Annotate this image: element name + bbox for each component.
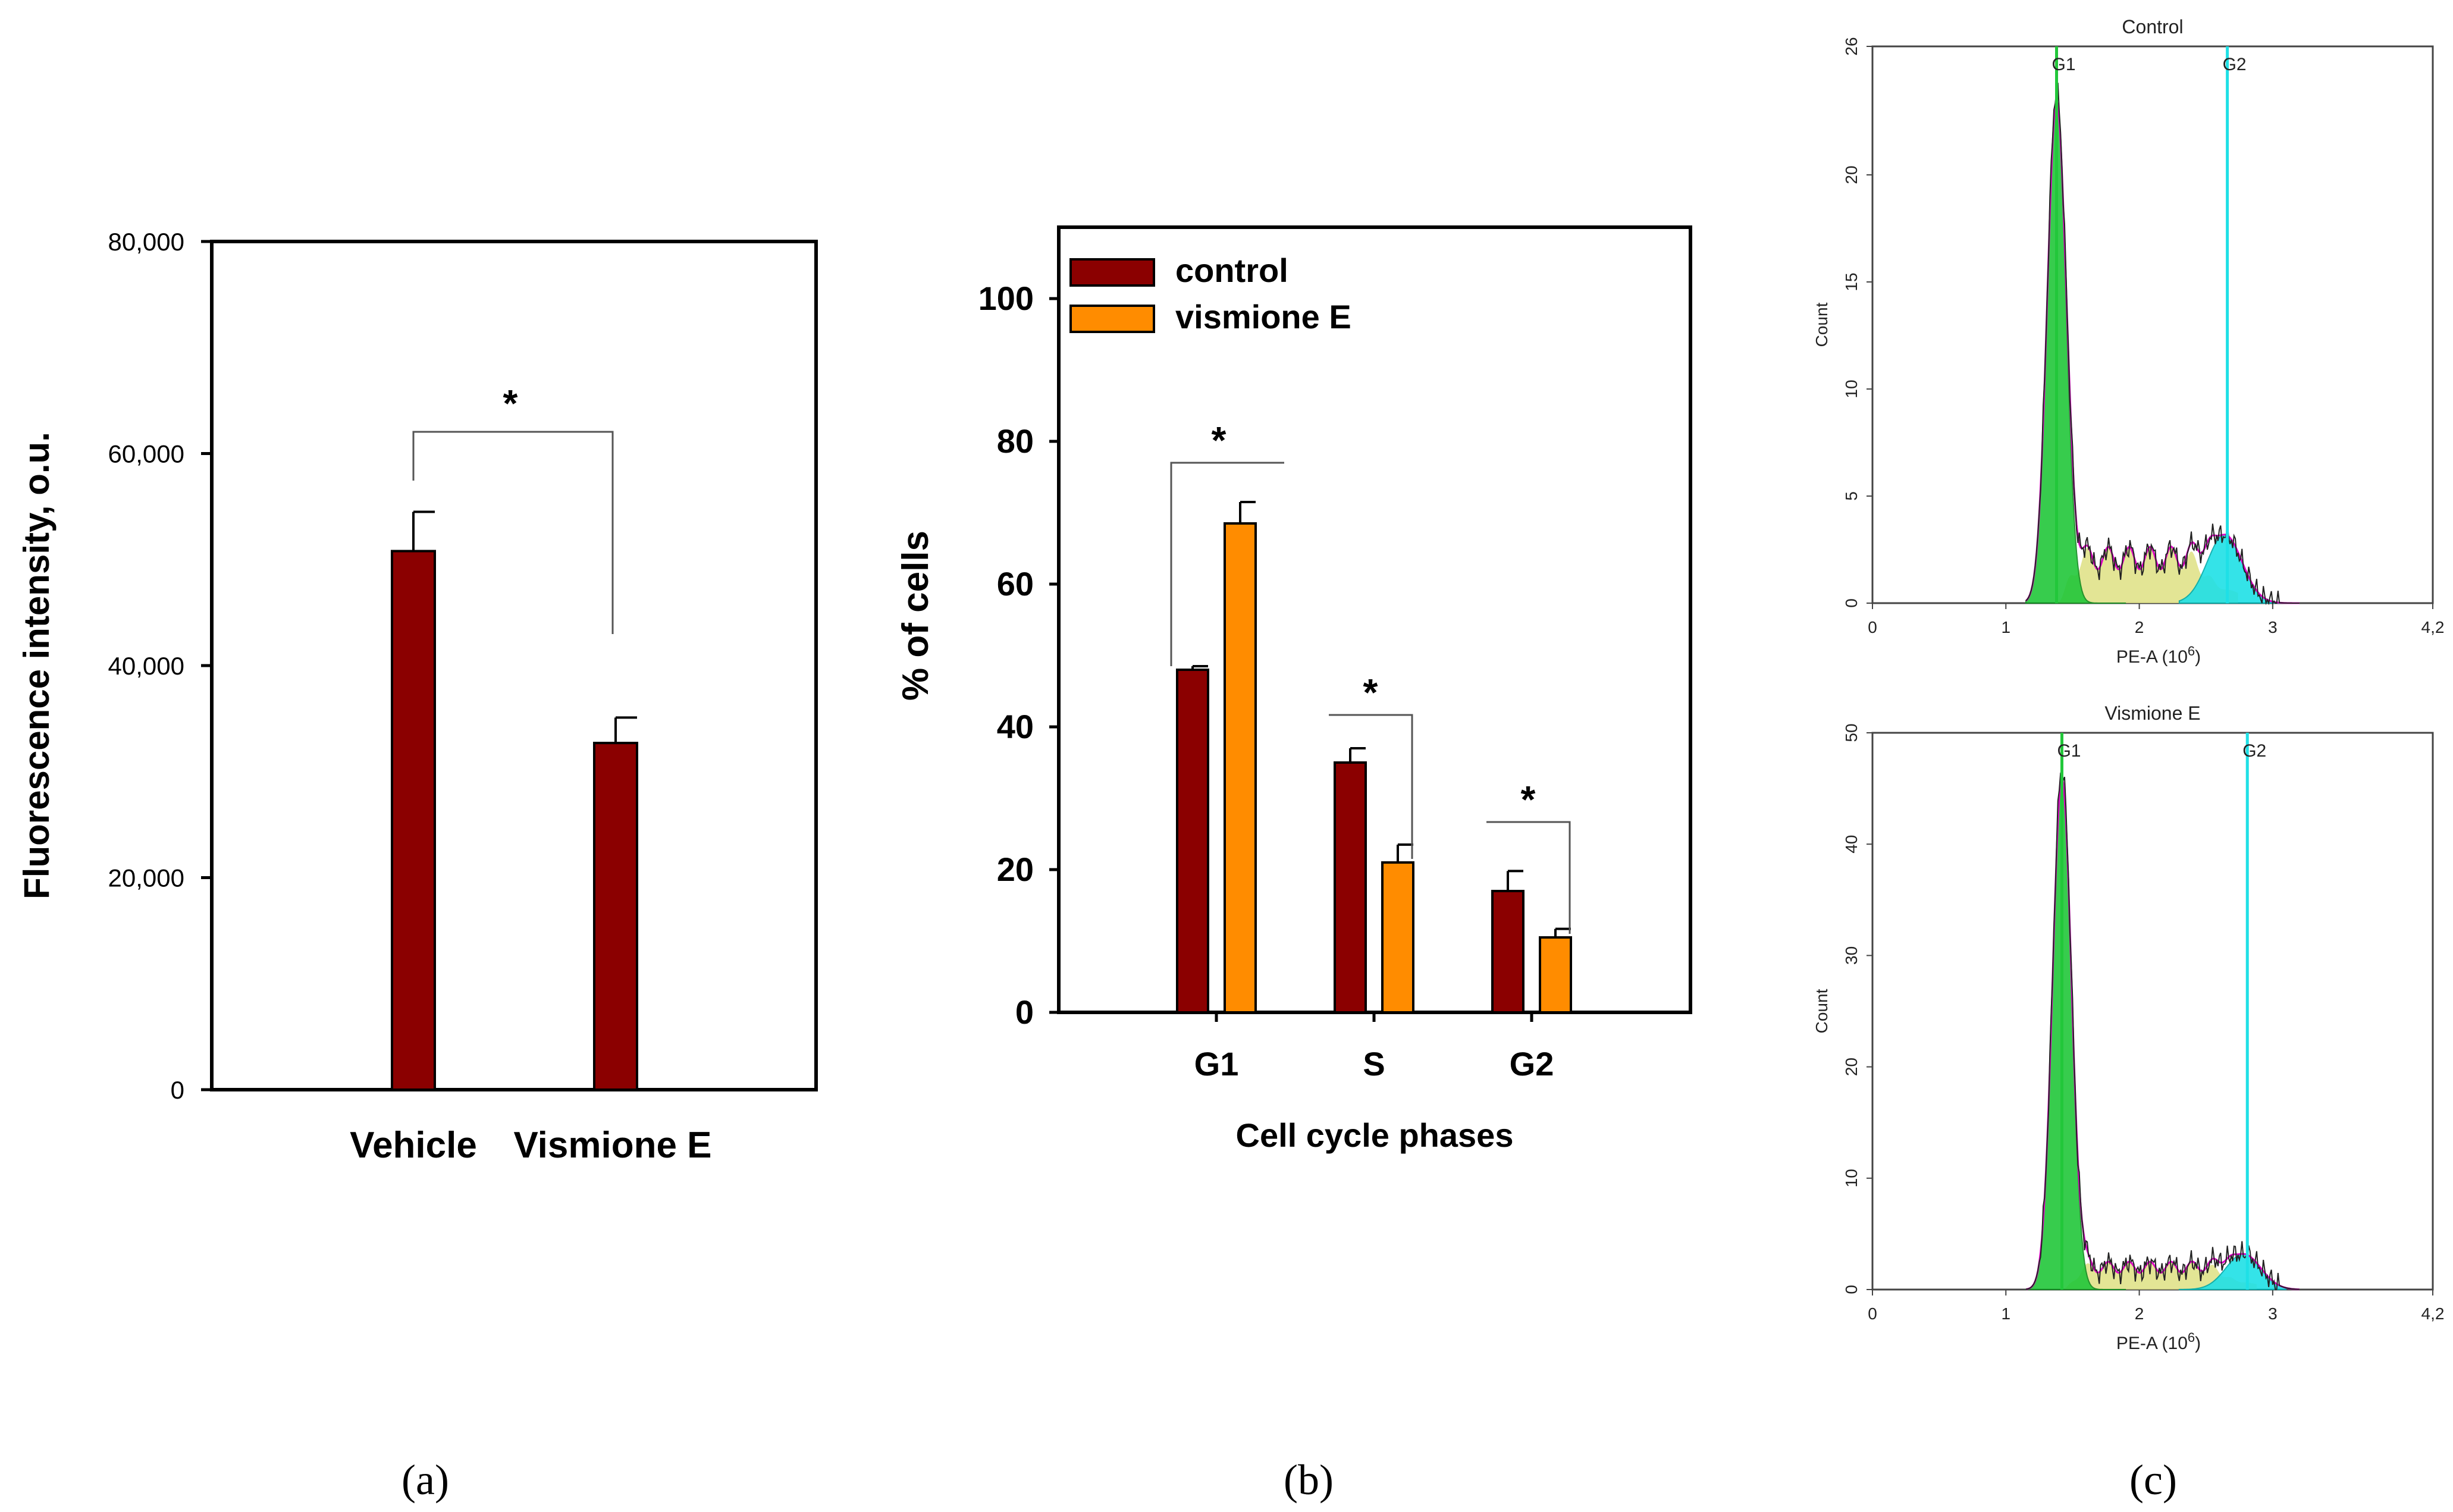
- y-tick-label: 26: [1842, 37, 1861, 55]
- x-tick-label: 4,2: [2421, 618, 2445, 636]
- x-tick-label: 2: [2135, 1304, 2144, 1323]
- bar-vismione-e: [593, 742, 638, 1091]
- x-tick-label: 1: [2001, 618, 2010, 636]
- legend-label: control: [1175, 252, 1288, 289]
- y-tick-label: 0: [171, 1076, 184, 1104]
- significance-star: *: [1521, 778, 1536, 821]
- histogram-control: Control 0 5 10 15 20 26 0 1 2 3 4,2 Count PE-A (106) G…: [1812, 16, 2444, 667]
- y-tick-label: 5: [1842, 491, 1861, 501]
- y-tick-label: 50: [1842, 723, 1861, 742]
- y-tick-label: 20,000: [108, 864, 184, 892]
- y-tick-label: 60: [997, 565, 1034, 603]
- y-tick-label: 20: [1842, 165, 1861, 184]
- x-tick-label: 2: [2135, 618, 2144, 636]
- panel-b-bar-chart: 0 20 40 60 80 100 % of cells G1 * S * G2 * Cell cycle…: [895, 225, 1692, 1504]
- significance-bracket: [412, 431, 614, 634]
- x-tick-label: 1: [2001, 1304, 2010, 1323]
- x-tick-label: 3: [2268, 618, 2278, 636]
- x-category-label: Vehicle: [350, 1125, 477, 1166]
- x-category-label: G2: [1510, 1045, 1554, 1083]
- y-tick-label: 10: [1842, 379, 1861, 398]
- panel-label-c: (c): [2129, 1456, 2177, 1504]
- y-tick-label: 40: [997, 708, 1034, 745]
- raw-data-line: [2025, 768, 2300, 1291]
- bar-s-control: [1334, 761, 1367, 1014]
- x-axis-label: PE-A (106): [2116, 1330, 2201, 1353]
- gate-label: G2: [2223, 55, 2247, 74]
- y-tick-label: 100: [978, 280, 1034, 317]
- panel-label-b: (b): [1284, 1456, 1334, 1504]
- histogram-title: Control: [2122, 16, 2183, 37]
- y-tick-label: 20: [1842, 1058, 1861, 1076]
- panel-label-a: (a): [401, 1456, 449, 1504]
- bar-vehicle: [391, 550, 436, 1091]
- x-axis-label: Cell cycle phases: [1236, 1116, 1514, 1154]
- histogram-vismione-e: Vismione E 0 10 20 30 40 50 0 1 2 3 4,2 Count PE-A (1…: [1812, 702, 2444, 1353]
- y-tick-label: 60,000: [108, 440, 184, 468]
- x-tick-label: 4,2: [2421, 1304, 2445, 1323]
- raw-data-line: [2025, 82, 2300, 606]
- y-axis-label: Count: [1812, 302, 1831, 347]
- significance-star: *: [1212, 419, 1226, 462]
- y-tick-label: 30: [1842, 946, 1861, 965]
- significance-bracket: [1329, 714, 1413, 859]
- y-tick-label: 0: [1015, 993, 1034, 1031]
- gate-label: G2: [2242, 741, 2266, 761]
- plot-frame: [210, 240, 818, 1091]
- y-tick-label: 40,000: [108, 652, 184, 680]
- y-tick-label: 40: [1842, 835, 1861, 854]
- y-tick-label: 15: [1842, 272, 1861, 291]
- x-axis-label: PE-A (106): [2116, 644, 2201, 667]
- gate-label: G1: [2052, 55, 2075, 74]
- bar-g2-control: [1491, 890, 1525, 1014]
- significance-bracket: [1170, 462, 1284, 666]
- plot-frame: [1057, 225, 1692, 1014]
- bar-s-vismione-e: [1381, 861, 1414, 1014]
- g1-peak-area: [2025, 777, 2126, 1290]
- s-phase-area: [2056, 547, 2238, 603]
- significance-star: *: [503, 382, 518, 425]
- bar-g2-vismione-e: [1539, 936, 1572, 1014]
- y-axis-label: Fluorescence intensity, o.u.: [17, 432, 57, 899]
- x-tick-label: 3: [2268, 1304, 2278, 1323]
- y-tick-label: 80: [997, 422, 1034, 460]
- panel-a-bar-chart: 0 20,000 40,000 60,000 80,000 Fluorescence in…: [17, 228, 818, 1504]
- y-tick-label: 20: [997, 851, 1034, 888]
- x-category-label: Vismione E: [513, 1125, 711, 1166]
- y-tick-label: 0: [1842, 598, 1861, 608]
- legend-swatch-control: [1069, 258, 1155, 287]
- histogram-title: Vismione E: [2104, 702, 2200, 724]
- x-category-label: S: [1363, 1045, 1385, 1083]
- x-category-label: G1: [1194, 1045, 1239, 1083]
- significance-bracket: [1486, 821, 1571, 934]
- y-tick-label: 0: [1842, 1285, 1861, 1294]
- bar-g1-control: [1176, 669, 1209, 1014]
- legend-swatch-vismione-e: [1069, 305, 1155, 333]
- y-tick-label: 80,000: [108, 228, 184, 256]
- plot-frame: [1871, 732, 2434, 1291]
- significance-star: *: [1363, 671, 1378, 714]
- x-tick-label: 0: [1868, 1304, 1877, 1323]
- y-axis-label: Count: [1812, 989, 1831, 1033]
- bar-g1-vismione-e: [1224, 522, 1257, 1014]
- gate-label: G1: [2057, 741, 2081, 761]
- y-axis-label: % of cells: [895, 531, 936, 701]
- legend-label: vismione E: [1175, 298, 1351, 335]
- y-tick-label: 10: [1842, 1169, 1861, 1187]
- x-tick-label: 0: [1868, 618, 1877, 636]
- plot-frame: [1871, 45, 2434, 604]
